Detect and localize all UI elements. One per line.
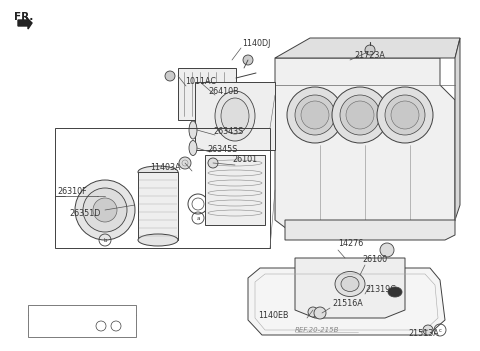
Text: NOTE: NOTE — [32, 307, 54, 313]
Polygon shape — [295, 258, 405, 318]
Text: 1140DJ: 1140DJ — [242, 39, 270, 47]
Circle shape — [179, 157, 191, 169]
Text: a: a — [99, 324, 103, 329]
Text: 26101: 26101 — [232, 155, 257, 165]
Text: 26351D: 26351D — [69, 210, 100, 219]
Text: 14276: 14276 — [338, 239, 363, 249]
Bar — [138, 172, 178, 240]
Circle shape — [295, 95, 335, 135]
Circle shape — [340, 95, 380, 135]
Text: 26343S: 26343S — [213, 127, 243, 137]
Polygon shape — [248, 268, 445, 335]
Polygon shape — [275, 38, 460, 58]
Circle shape — [287, 87, 343, 143]
Circle shape — [301, 101, 329, 129]
Text: REF.20-215B: REF.20-215B — [295, 327, 339, 333]
Circle shape — [346, 101, 374, 129]
Polygon shape — [18, 17, 32, 29]
Circle shape — [391, 101, 419, 129]
Circle shape — [423, 325, 433, 335]
Text: 26410B: 26410B — [208, 87, 239, 97]
Circle shape — [314, 307, 326, 319]
Circle shape — [243, 55, 253, 65]
Text: 26310F: 26310F — [57, 187, 86, 197]
Bar — [28, 305, 136, 337]
Ellipse shape — [189, 140, 197, 155]
Polygon shape — [285, 220, 455, 240]
Text: PNC.26320A :: PNC.26320A : — [32, 323, 82, 329]
Circle shape — [208, 158, 218, 168]
Text: FR.: FR. — [14, 12, 34, 22]
Circle shape — [332, 87, 388, 143]
Ellipse shape — [138, 166, 178, 178]
Text: c: c — [439, 327, 442, 332]
Text: 21513A: 21513A — [408, 329, 439, 338]
Text: b: b — [103, 238, 107, 243]
Polygon shape — [455, 38, 460, 220]
Circle shape — [83, 188, 127, 232]
Text: 11403A: 11403A — [150, 164, 180, 172]
Circle shape — [308, 307, 318, 317]
Text: 1140EB: 1140EB — [258, 311, 288, 319]
Text: 21516A: 21516A — [332, 299, 363, 309]
Bar — [205, 155, 265, 225]
Ellipse shape — [189, 121, 197, 139]
Text: 26345S: 26345S — [207, 145, 238, 153]
Bar — [55, 128, 270, 248]
Text: 26100: 26100 — [362, 256, 387, 265]
Bar — [178, 68, 236, 120]
Text: ~: ~ — [105, 323, 111, 329]
Circle shape — [165, 71, 175, 81]
Text: a: a — [196, 216, 200, 220]
Ellipse shape — [388, 287, 402, 297]
Text: 21723A: 21723A — [354, 51, 385, 60]
Ellipse shape — [138, 234, 178, 246]
Circle shape — [365, 45, 375, 55]
Polygon shape — [275, 58, 455, 235]
Text: 1011AC: 1011AC — [185, 78, 216, 86]
Text: 21319C: 21319C — [365, 285, 396, 294]
Ellipse shape — [221, 98, 249, 134]
Circle shape — [93, 198, 117, 222]
Circle shape — [380, 243, 394, 257]
Circle shape — [377, 87, 433, 143]
Ellipse shape — [335, 272, 365, 297]
Circle shape — [75, 180, 135, 240]
Ellipse shape — [215, 91, 255, 141]
Circle shape — [385, 95, 425, 135]
Text: c: c — [115, 324, 118, 329]
Bar — [195, 82, 275, 150]
Ellipse shape — [341, 277, 359, 291]
